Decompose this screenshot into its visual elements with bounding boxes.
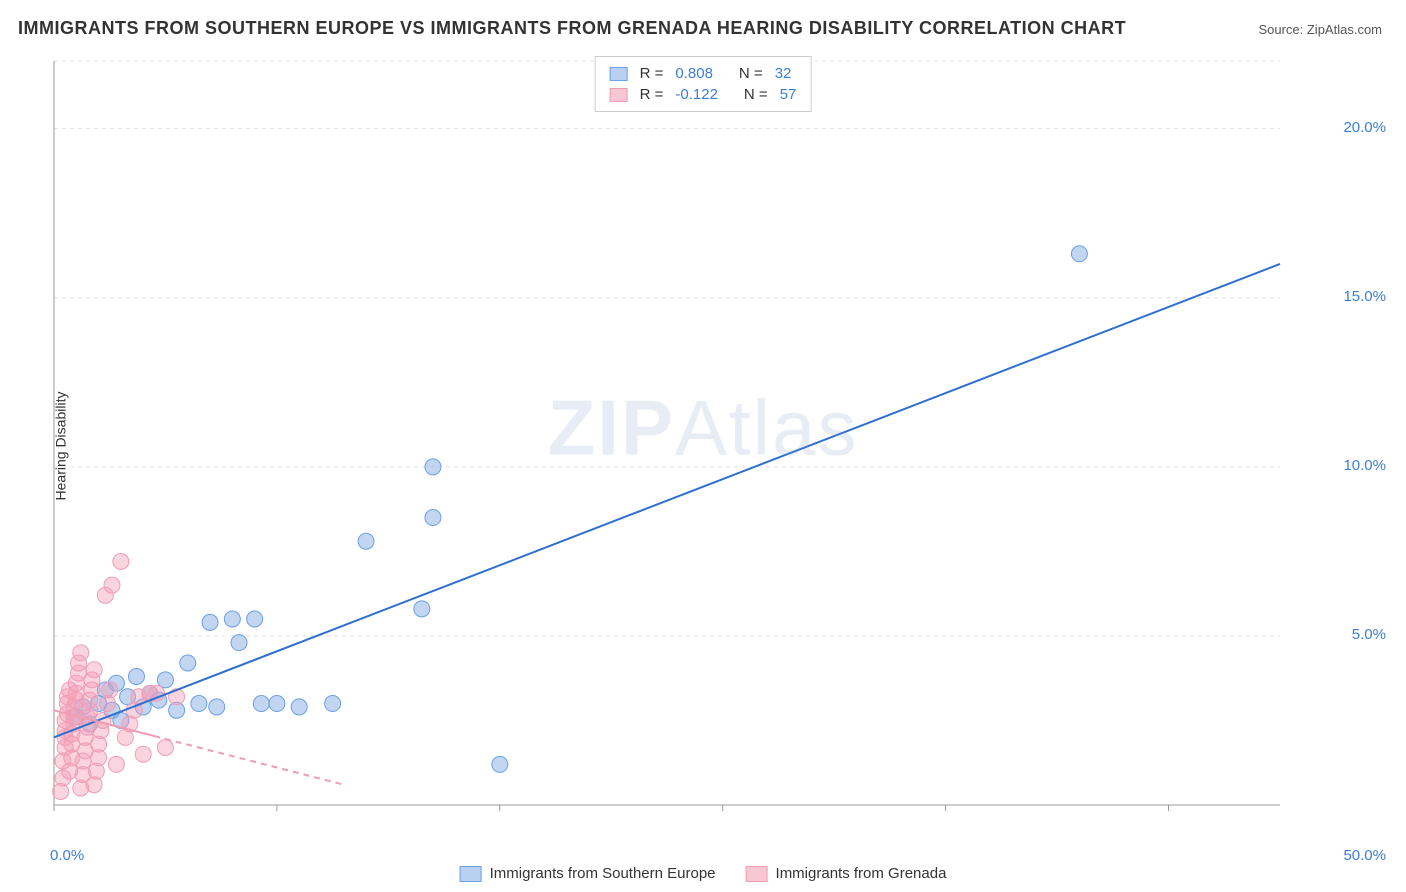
y-tick-label: 20.0%: [1343, 119, 1386, 136]
x-tick-label: 50.0%: [1343, 847, 1386, 864]
n-value: 57: [780, 86, 797, 103]
series-legend: Immigrants from Southern Europe Immigrant…: [460, 865, 947, 882]
chart-title: IMMIGRANTS FROM SOUTHERN EUROPE VS IMMIG…: [18, 18, 1126, 39]
n-label: N =: [744, 86, 768, 103]
y-tick-label: 15.0%: [1343, 288, 1386, 305]
stats-row: R = 0.808 N = 32: [610, 63, 797, 84]
r-label: R =: [640, 65, 664, 82]
legend-swatch: [746, 866, 768, 882]
n-label: N =: [739, 65, 763, 82]
y-tick-label: 5.0%: [1352, 626, 1386, 643]
n-value: 32: [775, 65, 792, 82]
legend-swatch: [460, 866, 482, 882]
stats-row: R = -0.122 N = 57: [610, 84, 797, 105]
source-label: Source: ZipAtlas.com: [1258, 22, 1382, 37]
legend-label: Immigrants from Grenada: [776, 865, 947, 882]
x-tick-label: 0.0%: [50, 847, 84, 864]
legend-item: Immigrants from Southern Europe: [460, 865, 716, 882]
correlation-stats-box: R = 0.808 N = 32 R = -0.122 N = 57: [595, 56, 812, 112]
y-tick-label: 10.0%: [1343, 457, 1386, 474]
r-value: -0.122: [675, 86, 718, 103]
stats-swatch: [610, 88, 628, 102]
r-value: 0.808: [675, 65, 713, 82]
legend-item: Immigrants from Grenada: [746, 865, 947, 882]
scatter-plot: [50, 55, 1340, 845]
r-label: R =: [640, 86, 664, 103]
legend-label: Immigrants from Southern Europe: [490, 865, 716, 882]
stats-swatch: [610, 67, 628, 81]
